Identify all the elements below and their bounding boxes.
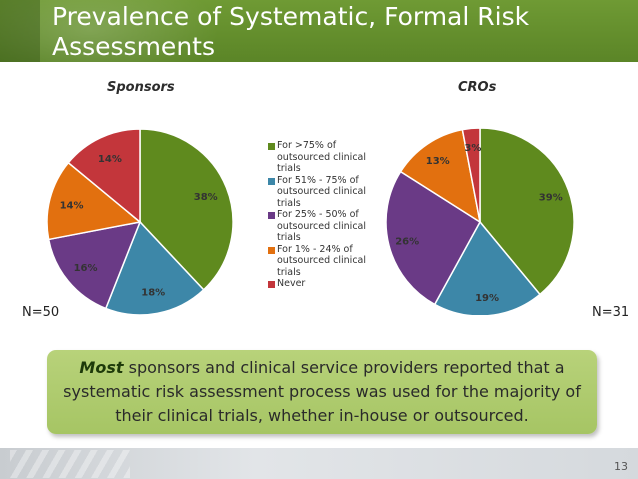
- pie-slice: [433, 220, 541, 315]
- legend-swatch: [268, 143, 275, 150]
- legend-label: For 51% - 75% of outsourced clinical tri…: [277, 174, 367, 209]
- legend-label: For 25% - 50% of outsourced clinical tri…: [277, 209, 367, 243]
- pie-slice-label: 14%: [98, 154, 122, 165]
- cros-chart-title: CROs: [458, 80, 497, 95]
- pie-slice-label: 18%: [141, 287, 165, 298]
- sponsors-pie-chart: 38% 18% 16% 14% 14%: [46, 128, 234, 315]
- pie-slice: [46, 161, 142, 241]
- sponsors-sample-size: N=50: [22, 305, 60, 320]
- pie-slice: [399, 128, 482, 224]
- summary-callout: Most sponsors and clinical service provi…: [47, 350, 597, 434]
- header-gloss: [0, 0, 220, 62]
- legend-label: For >75% of outsourced clinical trials: [277, 140, 367, 174]
- pie-slice: [67, 128, 141, 224]
- pie-slice: [461, 127, 481, 223]
- chart-legend: For >75% of outsourced clinical trials F…: [268, 140, 368, 290]
- legend-item: Never: [268, 278, 368, 290]
- pie-slice: [104, 220, 205, 315]
- pie-slice: [479, 127, 575, 296]
- pie-slice: [47, 221, 142, 310]
- legend-item: For 1% - 24% of outsourced clinical tria…: [268, 244, 368, 279]
- legend-item: For 51% - 75% of outsourced clinical tri…: [268, 175, 368, 210]
- slide-header: [0, 0, 638, 62]
- legend-swatch: [268, 177, 275, 185]
- pie-slice-label: 3%: [464, 143, 481, 154]
- pie-slice-label: 38%: [194, 192, 218, 203]
- legend-item: For 25% - 50% of outsourced clinical tri…: [268, 209, 368, 244]
- summary-text: Most sponsors and clinical service provi…: [61, 356, 583, 428]
- legend-item: For >75% of outsourced clinical trials: [268, 140, 368, 175]
- legend-swatch: [268, 212, 275, 219]
- pie-slice-label: 26%: [395, 237, 419, 248]
- sponsors-chart-title: Sponsors: [107, 80, 175, 95]
- summary-emphasis: Most: [79, 358, 124, 377]
- summary-body: sponsors and clinical service providers …: [63, 358, 581, 425]
- cros-pie-chart: 39% 19% 26% 13% 3%: [385, 127, 575, 315]
- legend-swatch: [268, 281, 275, 288]
- legend-swatch: [268, 246, 275, 254]
- legend-label: Never: [277, 278, 306, 289]
- slide-footer: [0, 448, 638, 479]
- slide-title: Prevalence of Systematic, Formal Risk As…: [52, 2, 530, 61]
- pie-slice-label: 19%: [475, 293, 499, 304]
- header-accent-bar: [0, 0, 40, 62]
- pie-slice-label: 14%: [60, 200, 84, 211]
- pie-slice: [139, 128, 234, 291]
- page-number: 13: [614, 460, 628, 473]
- pie-slice: [385, 170, 481, 306]
- legend-label: For 1% - 24% of outsourced clinical tria…: [277, 243, 367, 278]
- pie-slice-label: 39%: [539, 193, 563, 204]
- pie-slice-label: 16%: [74, 263, 98, 274]
- footer-decoration: [10, 450, 130, 478]
- pie-slice-label: 13%: [426, 156, 450, 167]
- cros-sample-size: N=31: [592, 305, 630, 320]
